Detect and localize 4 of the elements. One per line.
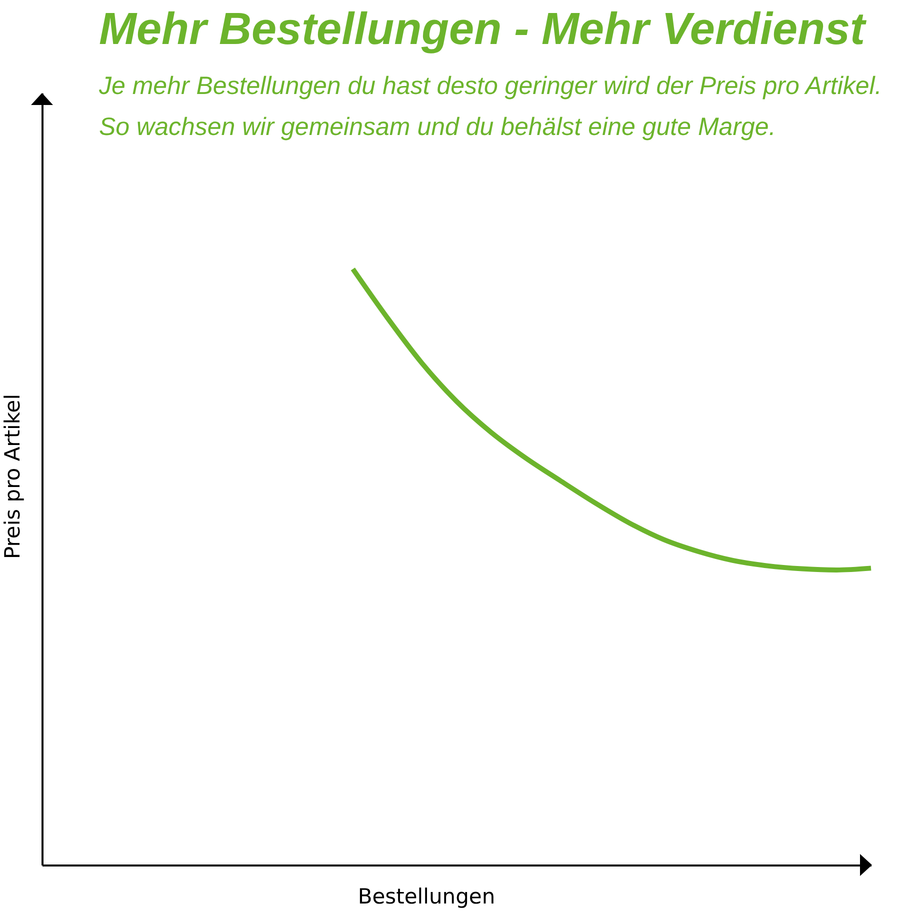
y-axis-title: Preis pro Artikel: [0, 394, 24, 560]
chart-title: Mehr Bestellungen - Mehr Verdienst: [99, 3, 867, 54]
chart-subtitle: Je mehr Bestellungen du hast desto geringer wird der Preis pro Artikel. So wachsen wir gemeinsam und du behälst eine gute Marge.: [98, 72, 882, 141]
x-axis-title: Bestellungen: [358, 884, 496, 908]
